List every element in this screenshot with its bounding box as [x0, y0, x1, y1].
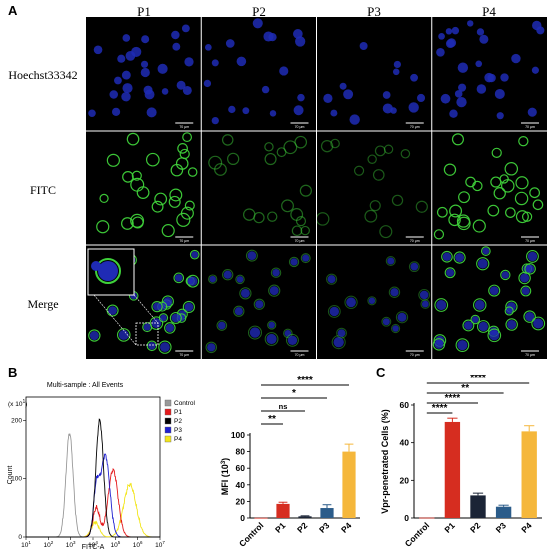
flow-curve-p1 — [26, 469, 160, 537]
bar-p3 — [496, 507, 511, 518]
significance-label: **** — [445, 393, 461, 404]
significance-label: ** — [268, 414, 276, 425]
category-label: P3 — [494, 520, 509, 535]
scale-bar-label: 70 μm — [179, 353, 189, 357]
flow-legend-swatch — [165, 427, 171, 433]
bar-p4 — [522, 431, 537, 518]
row-header-hoechst: Hoechst33342 — [0, 68, 86, 83]
flow-y-tick-label: 100 — [11, 476, 22, 483]
scale-bar-label: 70 μm — [295, 239, 305, 243]
scale-bar-label: 70 μm — [295, 353, 305, 357]
bar-p1 — [445, 422, 460, 518]
micrograph-tile-r2-c2: 70 μm — [209, 135, 311, 243]
significance-label: ** — [461, 383, 469, 394]
flow-legend-label: P4 — [174, 436, 182, 443]
significance-label: **** — [432, 403, 448, 414]
y-tick-label: 60 — [236, 463, 246, 473]
bar-p2 — [470, 495, 485, 518]
micrograph-tile-r1-c2: 70 μm — [204, 18, 309, 129]
category-label: P1 — [273, 520, 288, 535]
flow-legend-label: Control — [174, 400, 196, 407]
flow-legend-label: P2 — [174, 418, 182, 425]
category-label: Control — [403, 520, 431, 548]
micrograph-tile-r3-c3: 70 μm — [327, 257, 430, 357]
flow-histogram: Multi-sample : All Events (x 101) Count … — [0, 375, 200, 551]
y-tick-label: 40 — [236, 480, 246, 490]
flow-legend-label: P3 — [174, 427, 182, 434]
vpr-bar-chart: 0 20 40 60 Vpr-penetrated Cells (%) Control P1… — [372, 375, 550, 551]
micrograph-tile-r2-c3: 70 μm — [316, 139, 427, 243]
category-label: P4 — [519, 520, 534, 535]
scale-bar-label: 70 μm — [525, 353, 535, 357]
category-label: P1 — [442, 520, 457, 535]
flow-x-tick-label: 106 — [133, 540, 143, 549]
flow-x-tick-label: 107 — [155, 540, 165, 549]
micrograph-tile-r3-c2: 70 μm — [206, 250, 310, 357]
micrograph-images: 70 μm 70 μm 70 μm 70 μm 70 μm 70 μm 70 μm 70 μm… — [86, 17, 547, 359]
flow-x-tick-label: 105 — [110, 540, 120, 549]
micrograph-grid: 70 μm 70 μm 70 μm 70 μm 70 μm 70 μm 70 μm 70 μm… — [86, 17, 547, 359]
flow-legend-swatch — [165, 400, 171, 406]
micrograph-tile-r1-c1: 70 μm — [88, 24, 193, 129]
row-header-merge: Merge — [0, 297, 86, 312]
scale-bar-label: 70 μm — [410, 353, 420, 357]
flow-y-tick-label: 0 — [18, 534, 22, 541]
flow-legend-swatch — [165, 436, 171, 442]
row-header-fitc: FITC — [0, 183, 86, 198]
significance-label: ns — [279, 402, 288, 411]
flow-legend-swatch — [165, 418, 171, 424]
bar-control — [419, 518, 434, 519]
bar-p2 — [298, 516, 311, 518]
y-tick-label: 40 — [400, 438, 410, 448]
micrograph-tile-r2-c1: 70 μm — [97, 133, 197, 243]
y-tick-label: 0 — [404, 513, 409, 523]
panel-label-a: A — [8, 3, 17, 18]
category-label: P2 — [468, 520, 483, 535]
flow-y-exponent: (x 101) — [8, 399, 27, 408]
significance-label: **** — [297, 375, 313, 386]
micrograph-tile-r2-c4: 70 μm — [434, 134, 542, 243]
flow-y-ticks: 0 100 200 — [11, 417, 26, 541]
zoom-connector — [94, 295, 136, 345]
bar-p3 — [320, 508, 333, 518]
scale-bar-label: 70 μm — [410, 125, 420, 129]
bar-p4 — [342, 452, 355, 518]
y-axis-label: Vpr-penetrated Cells (%) — [380, 409, 390, 514]
category-label: P4 — [339, 520, 354, 535]
micrograph-tile-r1-c4: 70 μm — [436, 20, 544, 129]
significance-label: * — [292, 388, 296, 399]
y-tick-label: 100 — [231, 430, 245, 440]
flow-x-tick-label: 101 — [21, 540, 31, 549]
scale-bar-label: 70 μm — [295, 125, 305, 129]
scale-bar-label: 70 μm — [410, 239, 420, 243]
flow-curves — [26, 419, 160, 537]
flow-legend-swatch — [165, 409, 171, 415]
flow-title: Multi-sample : All Events — [47, 382, 124, 389]
significance-label: **** — [470, 375, 486, 384]
y-tick-label: 20 — [236, 496, 246, 506]
scale-bar-label: 70 μm — [525, 239, 535, 243]
y-tick-label: 20 — [400, 475, 410, 485]
flow-y-tick-label: 200 — [11, 417, 22, 424]
mfi-bar-chart: 0 20 40 60 80 100 MFI (103) Control P1 P2 P3 P4 **ns… — [200, 375, 372, 551]
flow-legend: Control P1 P2 P3 P4 — [165, 400, 196, 443]
bar-p1 — [276, 504, 289, 518]
category-label: P3 — [317, 520, 332, 535]
flow-x-label: FITC-A — [82, 544, 105, 551]
flow-x-tick-label: 102 — [43, 540, 53, 549]
flow-x-tick-label: 103 — [66, 540, 76, 549]
y-tick-label: 0 — [240, 513, 245, 523]
category-label: Control — [237, 520, 265, 548]
y-tick-label: 60 — [400, 400, 410, 410]
scale-bar-label: 70 μm — [179, 239, 189, 243]
micrograph-tile-r3-c4: 70 μm — [433, 247, 544, 357]
flow-legend-label: P1 — [174, 409, 182, 416]
micrograph-tile-r1-c3: 70 μm — [323, 42, 425, 129]
bar-control — [254, 518, 267, 519]
scale-bar-label: 70 μm — [179, 125, 189, 129]
scale-bar-label: 70 μm — [525, 125, 535, 129]
category-label: P2 — [295, 520, 310, 535]
y-axis-label: MFI (103) — [220, 458, 230, 495]
y-tick-label: 80 — [236, 447, 246, 457]
